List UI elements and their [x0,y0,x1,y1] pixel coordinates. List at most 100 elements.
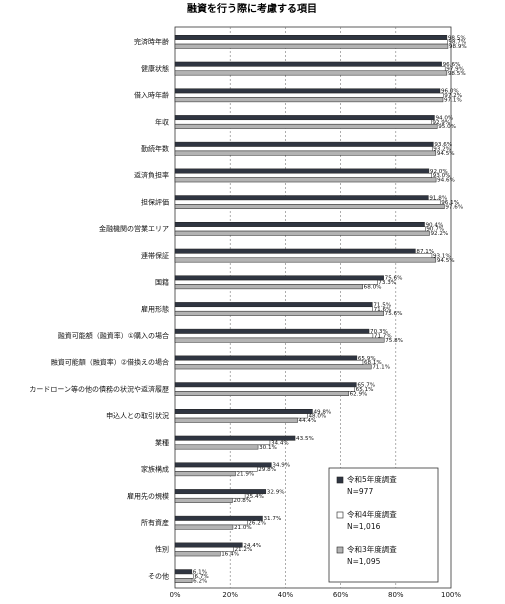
category-label: 所有資産 [141,518,169,527]
bar [174,230,430,236]
data-label: 49.8% [313,409,331,415]
bar [174,97,444,103]
legend-swatch [336,476,344,484]
bar [174,542,243,548]
data-label: 98.5% [448,71,466,77]
legend-label: N=977 [347,487,373,496]
x-tick-label: 40% [278,591,294,599]
category-label: その他 [148,571,169,580]
data-label: 20.8% [233,498,251,504]
data-label: 94.6% [437,178,455,184]
data-label: 24.4% [243,543,261,549]
category-label: カードローン等の他の債務の状況や返済履歴 [29,384,169,393]
bar [174,471,236,477]
data-label: 87.1% [416,249,434,255]
data-label: 96.1% [441,200,459,206]
bar [174,61,442,67]
category-label: 年収 [155,117,169,126]
category-label: 勤続年数 [141,144,169,153]
data-label: 71.5% [373,302,391,308]
legend-label: 令和5年度調査 [347,474,397,484]
data-label: 32.9% [267,489,285,495]
bar [174,359,364,365]
x-tick-label: 100% [441,591,461,599]
bar [174,43,449,49]
category-label: 家族構成 [141,465,169,474]
bar [174,417,298,423]
data-label: 65.9% [358,356,376,362]
category-label: 業種 [155,438,169,447]
bar [174,284,363,290]
bar [174,35,448,40]
data-label: 6.1% [193,570,207,576]
bar [174,413,308,419]
bar [174,199,441,205]
data-label: 93.0% [433,173,451,179]
bar [174,355,358,361]
bar [174,275,384,281]
bar [174,391,349,396]
bar [174,306,373,312]
data-label: 92.9% [432,120,450,126]
category-label: 完済時年齢 [134,37,169,46]
data-label: 97.2% [444,93,462,99]
bar [174,462,272,468]
data-label: 93.2% [433,147,451,153]
category-label: 融資可能額（融資率）①購入の場合 [58,331,169,340]
data-label: 97.6% [445,204,463,210]
bar [174,524,234,530]
data-label: 91.8% [429,196,447,202]
data-label: 94.5% [437,151,455,157]
legend-label: N=1,016 [347,522,381,531]
bar [174,222,425,227]
data-label: 98.9% [449,44,467,50]
data-label: 21.9% [236,471,254,477]
bar [174,578,193,583]
data-label: 29.8% [258,467,276,473]
category-label: 健康状態 [141,64,169,73]
data-label: 65.1% [356,387,374,393]
data-label: 16.4% [221,552,239,558]
bar [174,172,432,178]
data-label: 30.1% [259,445,277,451]
bar [174,310,384,316]
category-label: 性別 [155,545,169,554]
data-label: 94.5% [437,258,455,264]
bar [174,444,259,450]
bar [174,497,233,503]
bar [174,440,271,446]
data-label: 92.2% [430,231,448,237]
data-label: 98.7% [448,40,466,46]
data-label: 25.4% [246,494,264,500]
data-label: 68.0% [364,284,382,290]
data-label: 75.6% [385,311,403,317]
bar [174,39,448,45]
data-label: 73.3% [378,280,396,286]
data-label: 6.7% [194,574,208,580]
bar [174,168,430,174]
bar [174,146,433,152]
data-label: 97.9% [446,66,464,72]
data-label: 93.1% [433,253,451,259]
bar [174,70,448,76]
data-label: 96.6% [443,62,461,68]
data-label: 92.0% [430,169,448,175]
data-label: 71.6% [374,307,392,313]
bar [174,386,355,392]
data-label: 44.4% [299,418,317,424]
bar [174,150,437,156]
data-label: 71.1% [372,365,390,371]
category-label: 雇用形態 [141,304,169,313]
category-label: 担保評価 [141,197,169,206]
bar [174,409,313,414]
data-label: 95.0% [438,124,456,130]
bar [174,257,437,263]
data-label: 65.7% [357,383,375,389]
bar [174,279,378,285]
bar [174,333,374,339]
data-label: 43.5% [296,436,314,442]
data-label: 94.0% [435,115,453,121]
bar [174,337,385,343]
